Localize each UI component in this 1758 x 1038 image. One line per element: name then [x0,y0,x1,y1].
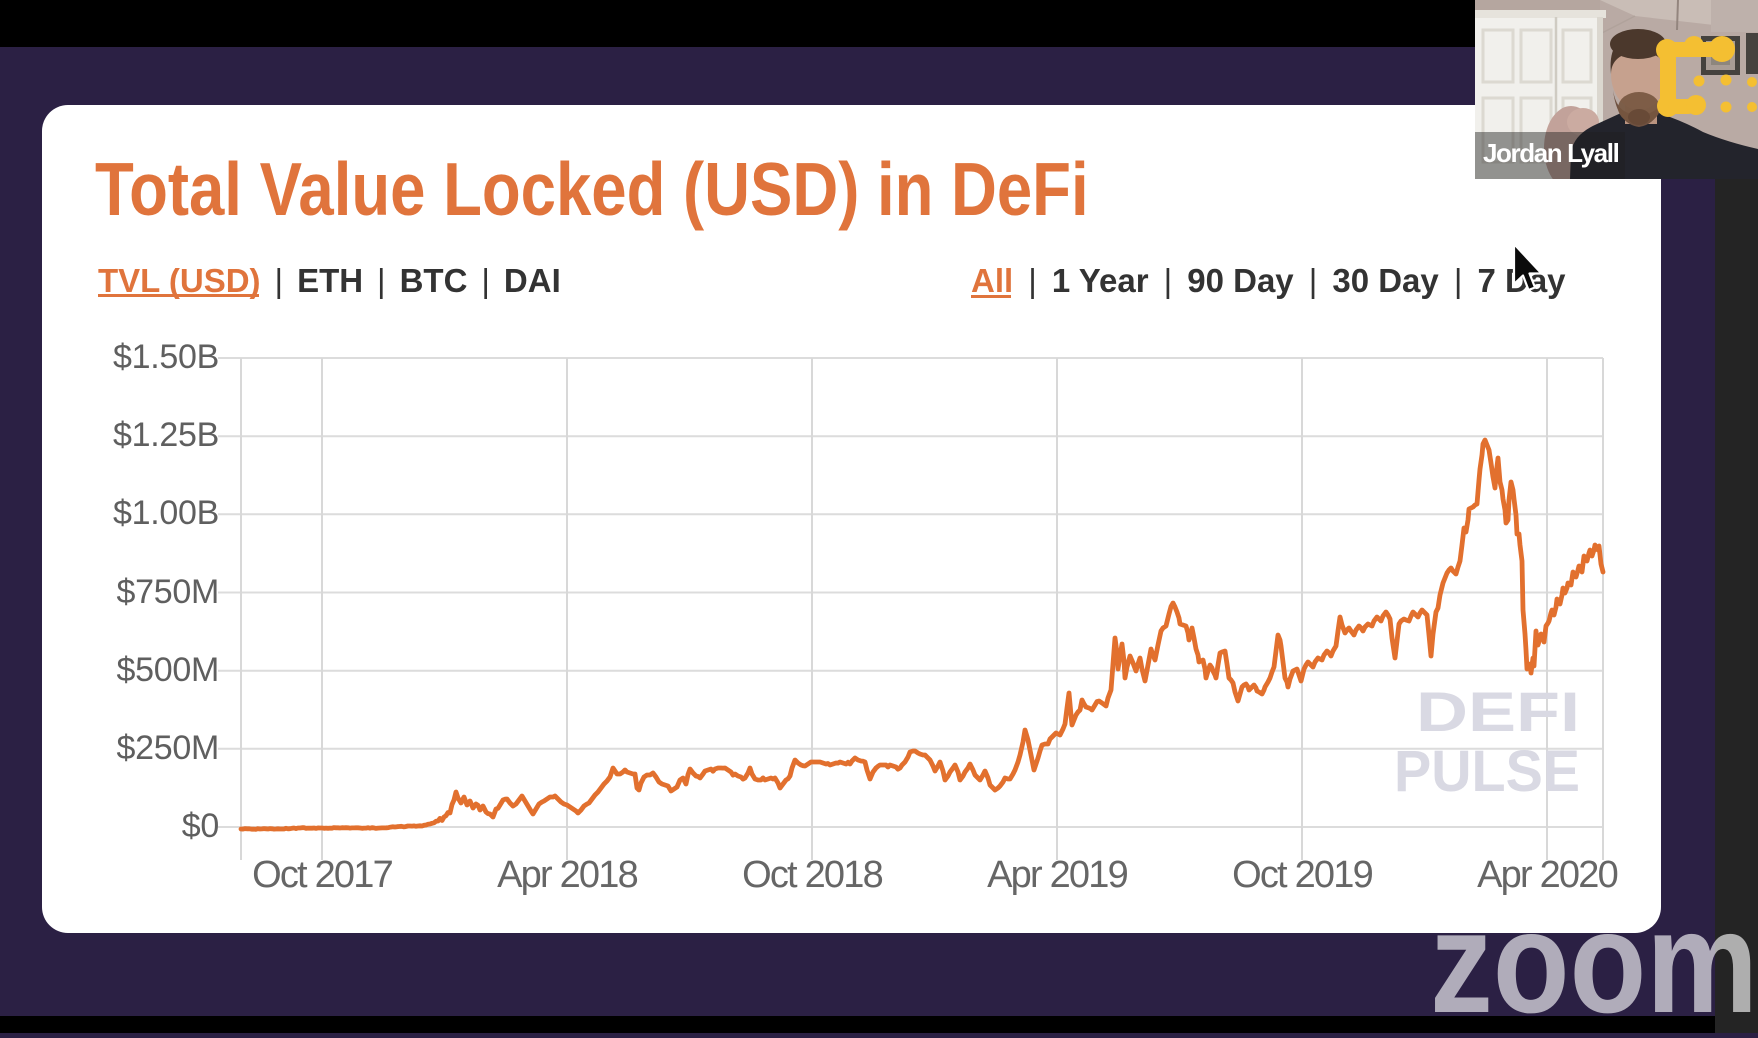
svg-text:PULSE: PULSE [1394,739,1580,804]
svg-text:zoom: zoom [1430,898,1758,1038]
svg-text:DEFI: DEFI [1416,680,1580,743]
